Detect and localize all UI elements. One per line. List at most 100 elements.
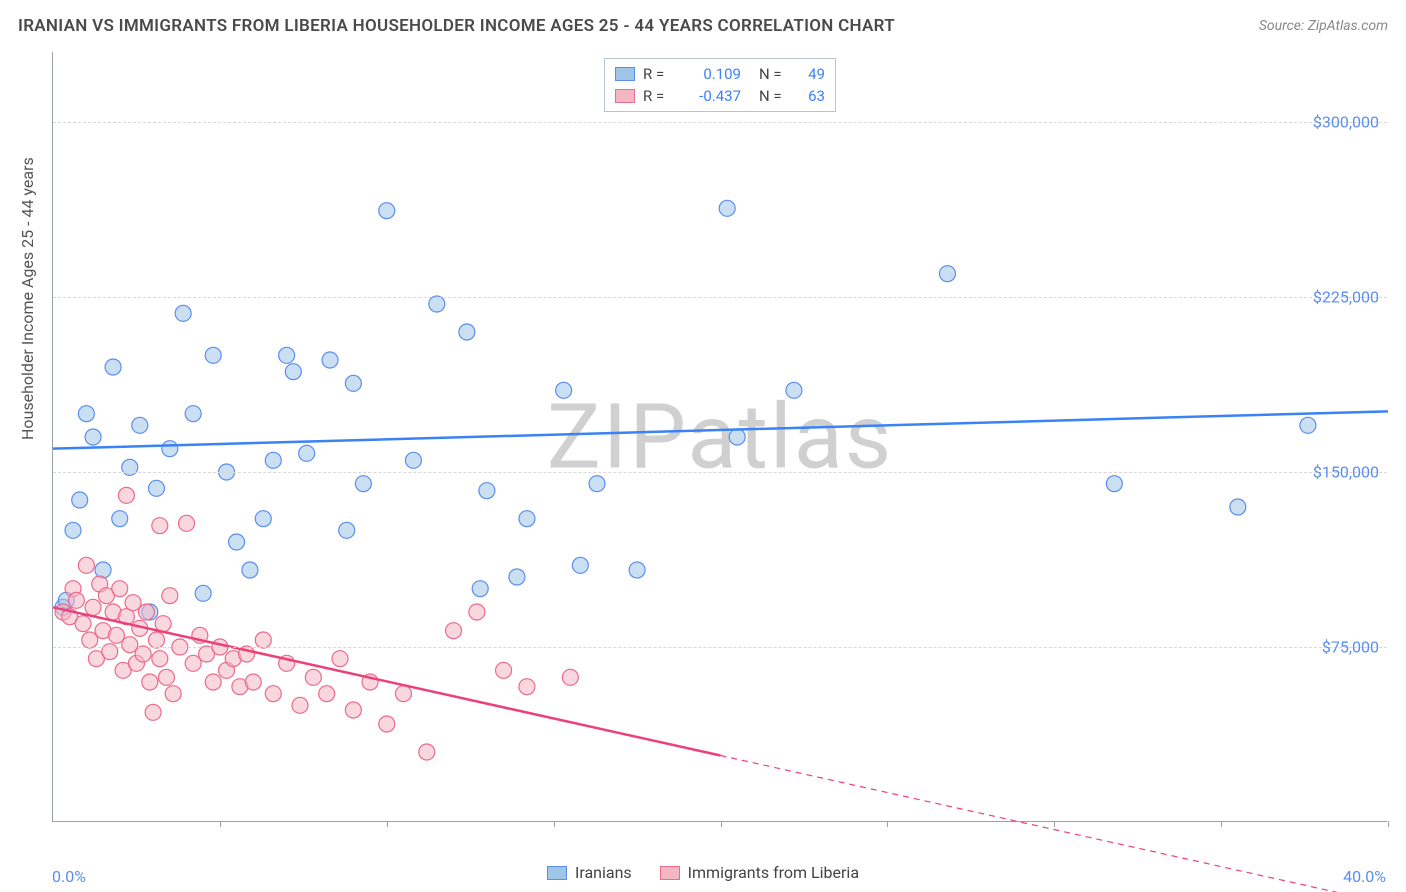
grid-line [53,297,1387,298]
data-point [122,637,138,653]
data-point [279,347,295,363]
data-point [255,511,271,527]
data-point [165,686,181,702]
data-point [1300,417,1316,433]
data-point [496,662,512,678]
data-point [245,674,261,690]
grid-line [53,122,1387,123]
series-legend-item: Iranians [547,863,632,882]
data-point [319,686,335,702]
data-point [345,375,361,391]
data-point [242,562,258,578]
data-point [65,522,81,538]
y-tick-label: $225,000 [1313,288,1379,307]
chart-title: IRANIAN VS IMMIGRANTS FROM LIBERIA HOUSE… [18,16,895,36]
chart-plot-area: ZIPatlas R =0.109N =49R =-0.437N =63 $75… [52,52,1387,822]
chart-header: IRANIAN VS IMMIGRANTS FROM LIBERIA HOUSE… [18,16,1388,36]
data-point [1230,499,1246,515]
data-point [78,557,94,573]
legend-r-label: R = [643,87,673,105]
series-name: Iranians [575,863,632,882]
data-point [205,347,221,363]
x-tick [1221,821,1222,827]
data-point [158,669,174,685]
data-point [162,441,178,457]
data-point [469,604,485,620]
legend-swatch [547,866,567,880]
data-point [379,203,395,219]
legend-r-value: 0.109 [681,65,741,83]
legend-n-value: 49 [797,65,825,83]
regression-line [53,411,1388,448]
data-point [75,616,91,632]
data-point [148,480,164,496]
data-point [68,592,84,608]
data-point [85,429,101,445]
series-legend-item: Immigrants from Liberia [660,863,859,882]
legend-n-label: N = [759,87,789,105]
x-tick [1388,821,1389,827]
y-tick-label: $150,000 [1313,463,1379,482]
data-point [395,686,411,702]
data-point [108,627,124,643]
data-point [1106,476,1122,492]
data-point [179,515,195,531]
data-point [142,674,158,690]
legend-n-label: N = [759,65,789,83]
legend-row: R = 0.109 N = 49 [615,63,825,85]
data-point [118,487,134,503]
data-point [175,305,191,321]
data-point [72,492,88,508]
data-point [255,632,271,648]
x-tick [554,821,555,827]
data-point [459,324,475,340]
x-axis-min-label: 0.0% [52,867,86,886]
correlation-legend: R =0.109N =49R =-0.437N =63 [604,58,836,112]
data-point [345,702,361,718]
data-point [82,632,98,648]
data-point [138,604,154,620]
y-tick-label: $75,000 [1322,638,1379,657]
data-point [405,452,421,468]
data-point [78,406,94,422]
legend-n-value: 63 [797,87,825,105]
data-point [305,669,321,685]
data-point [719,200,735,216]
x-tick [387,821,388,827]
grid-line [53,472,1387,473]
x-tick [721,821,722,827]
legend-swatch [615,89,635,103]
data-point [419,744,435,760]
source-prefix: Source: [1259,18,1308,34]
data-point [562,669,578,685]
x-tick [887,821,888,827]
data-point [446,623,462,639]
data-point [509,569,525,585]
data-point [205,674,221,690]
data-point [112,581,128,597]
series-legend: Iranians Immigrants from Liberia [547,863,859,882]
data-point [729,429,745,445]
data-point [112,511,128,527]
data-point [265,452,281,468]
scatter-svg [53,52,1387,821]
data-point [162,588,178,604]
data-point [519,679,535,695]
legend-r-label: R = [643,65,673,83]
data-point [786,382,802,398]
data-point [379,716,395,732]
data-point [339,522,355,538]
data-point [185,406,201,422]
data-point [145,704,161,720]
x-tick [220,821,221,827]
data-point [519,511,535,527]
source-link[interactable]: ZipAtlas.com [1308,18,1388,34]
data-point [195,585,211,601]
grid-line [53,647,1387,648]
data-point [135,646,151,662]
series-name: Immigrants from Liberia [688,863,859,882]
data-point [355,476,371,492]
data-point [292,697,308,713]
data-point [629,562,645,578]
data-point [322,352,338,368]
